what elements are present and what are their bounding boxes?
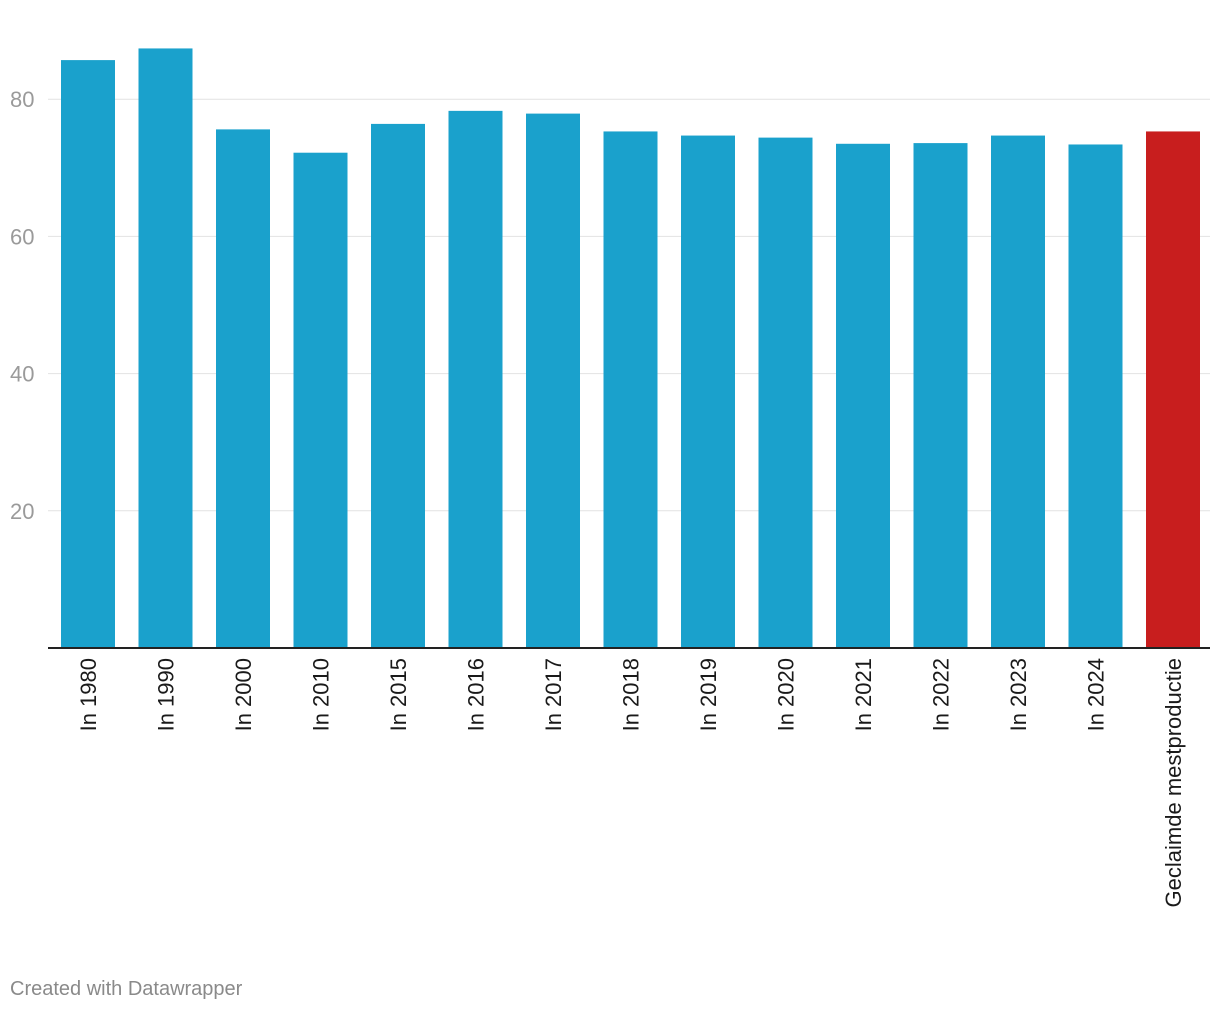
y-tick-label: 80 — [10, 87, 34, 112]
bar — [758, 137, 813, 648]
bar — [61, 60, 115, 648]
x-tick-label: In 2024 — [1084, 658, 1109, 731]
bars — [61, 48, 1200, 649]
x-tick-label: In 2016 — [464, 658, 489, 731]
x-tick-label: In 2000 — [231, 658, 256, 731]
y-tick-label: 20 — [10, 499, 34, 524]
bar — [836, 143, 890, 649]
bar — [913, 143, 968, 648]
x-axis-labels: In 1980 In 1990 In 2000 In 2010 In 2015 In 20… — [76, 658, 1186, 907]
bar — [138, 48, 193, 649]
x-tick-label: Geclaimde mestproductie — [1161, 658, 1186, 907]
bar — [1068, 144, 1123, 648]
y-tick-label: 40 — [10, 362, 34, 387]
bar — [681, 135, 735, 649]
x-tick-label: In 1990 — [154, 658, 179, 731]
bar — [371, 123, 425, 648]
bar — [293, 152, 348, 648]
y-axis-ticks: 20 40 60 80 — [10, 87, 34, 524]
x-tick-label: In 2018 — [619, 658, 644, 731]
y-tick-label: 60 — [10, 224, 34, 249]
x-tick-label: In 2023 — [1006, 658, 1031, 731]
x-tick-label: In 2022 — [929, 658, 954, 731]
x-tick-label: In 2015 — [386, 658, 411, 731]
x-tick-label: In 2020 — [774, 658, 799, 731]
bar — [448, 110, 503, 648]
x-tick-label: In 1980 — [76, 658, 101, 731]
bar — [603, 131, 658, 648]
credit-text: Created with Datawrapper — [10, 978, 243, 1000]
bar — [1146, 131, 1200, 648]
x-tick-label: In 2010 — [309, 658, 334, 731]
x-tick-label: In 2021 — [851, 658, 876, 731]
bar — [216, 129, 270, 648]
x-tick-label: In 2019 — [696, 658, 721, 731]
bar — [526, 113, 580, 648]
x-tick-label: In 2017 — [541, 658, 566, 731]
bar — [991, 135, 1045, 649]
